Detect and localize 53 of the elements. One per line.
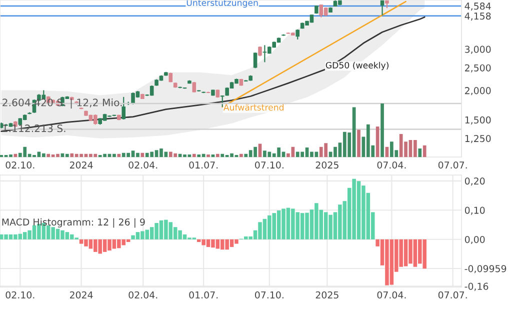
x-tick-label: 07.07.	[438, 161, 467, 169]
bar	[380, 103, 384, 158]
y-tick-label: 4,584	[464, 2, 491, 11]
annotation: Aufwärtstrend	[223, 104, 284, 111]
y-tick-label: 0,10	[464, 206, 485, 215]
bar	[206, 154, 210, 158]
x-tick-label: 01.07.	[189, 161, 218, 169]
y-tick-label: 1,500	[465, 116, 491, 124]
bar	[42, 153, 46, 158]
y-tick-label: 1,250	[465, 134, 491, 144]
y-tick-label: -0,09959	[464, 265, 506, 274]
annotation: GD50 (weekly)	[326, 62, 388, 70]
bar	[376, 126, 380, 158]
x-tick-label: 02.10.	[6, 161, 34, 169]
candlestick	[319, 4, 324, 18]
x-tick-label: 07.04.	[377, 161, 406, 169]
bar	[117, 154, 121, 158]
bar	[216, 154, 220, 158]
x-tick-label: 07.10.	[255, 291, 284, 299]
y-tick-label: 3,000	[465, 46, 491, 54]
bar	[418, 148, 422, 158]
x-tick-label: 2025	[316, 161, 338, 169]
bar	[197, 154, 201, 158]
x-tick-label: 01.07.	[189, 291, 218, 299]
x-tick-label: 02.04.	[128, 291, 158, 299]
bar	[192, 154, 196, 158]
x-tick-label: 2024	[70, 161, 93, 169]
bar	[357, 130, 360, 158]
y-tick-label: 2,000	[465, 87, 491, 96]
candlestick	[220, 94, 224, 108]
y-tick-label: 0,00	[464, 236, 485, 244]
text: MACD Histogramm: 12 | 26 | 9	[2, 218, 145, 228]
x-tick-label: 02.10.	[6, 291, 34, 299]
ref-line-label: 2.604.420 S. | 12,2 Mio.	[2, 98, 122, 109]
x-tick-label: 07.10.	[255, 161, 284, 169]
bar	[258, 144, 262, 158]
y-tick-label: -0,16	[464, 282, 488, 291]
bar	[422, 145, 426, 158]
candlestick	[122, 96, 126, 120]
y-tick-label: 4,158	[464, 12, 491, 21]
candlestick	[253, 52, 258, 69]
bar	[140, 152, 144, 158]
y-tick-label: 0,20	[464, 177, 485, 186]
candlestick	[258, 46, 262, 57]
y-tick-label: 2,500	[465, 64, 491, 72]
bar	[0, 154, 4, 158]
x-tick-label: 07.07.	[438, 291, 467, 299]
bar	[240, 154, 243, 158]
x-tick-label: 2025	[316, 291, 338, 299]
x-tick-label: 02.04.	[128, 161, 158, 169]
line-series	[0, 16, 426, 132]
x-tick-label: 07.04.	[377, 291, 406, 299]
x-tick-label: 2024	[70, 291, 93, 299]
